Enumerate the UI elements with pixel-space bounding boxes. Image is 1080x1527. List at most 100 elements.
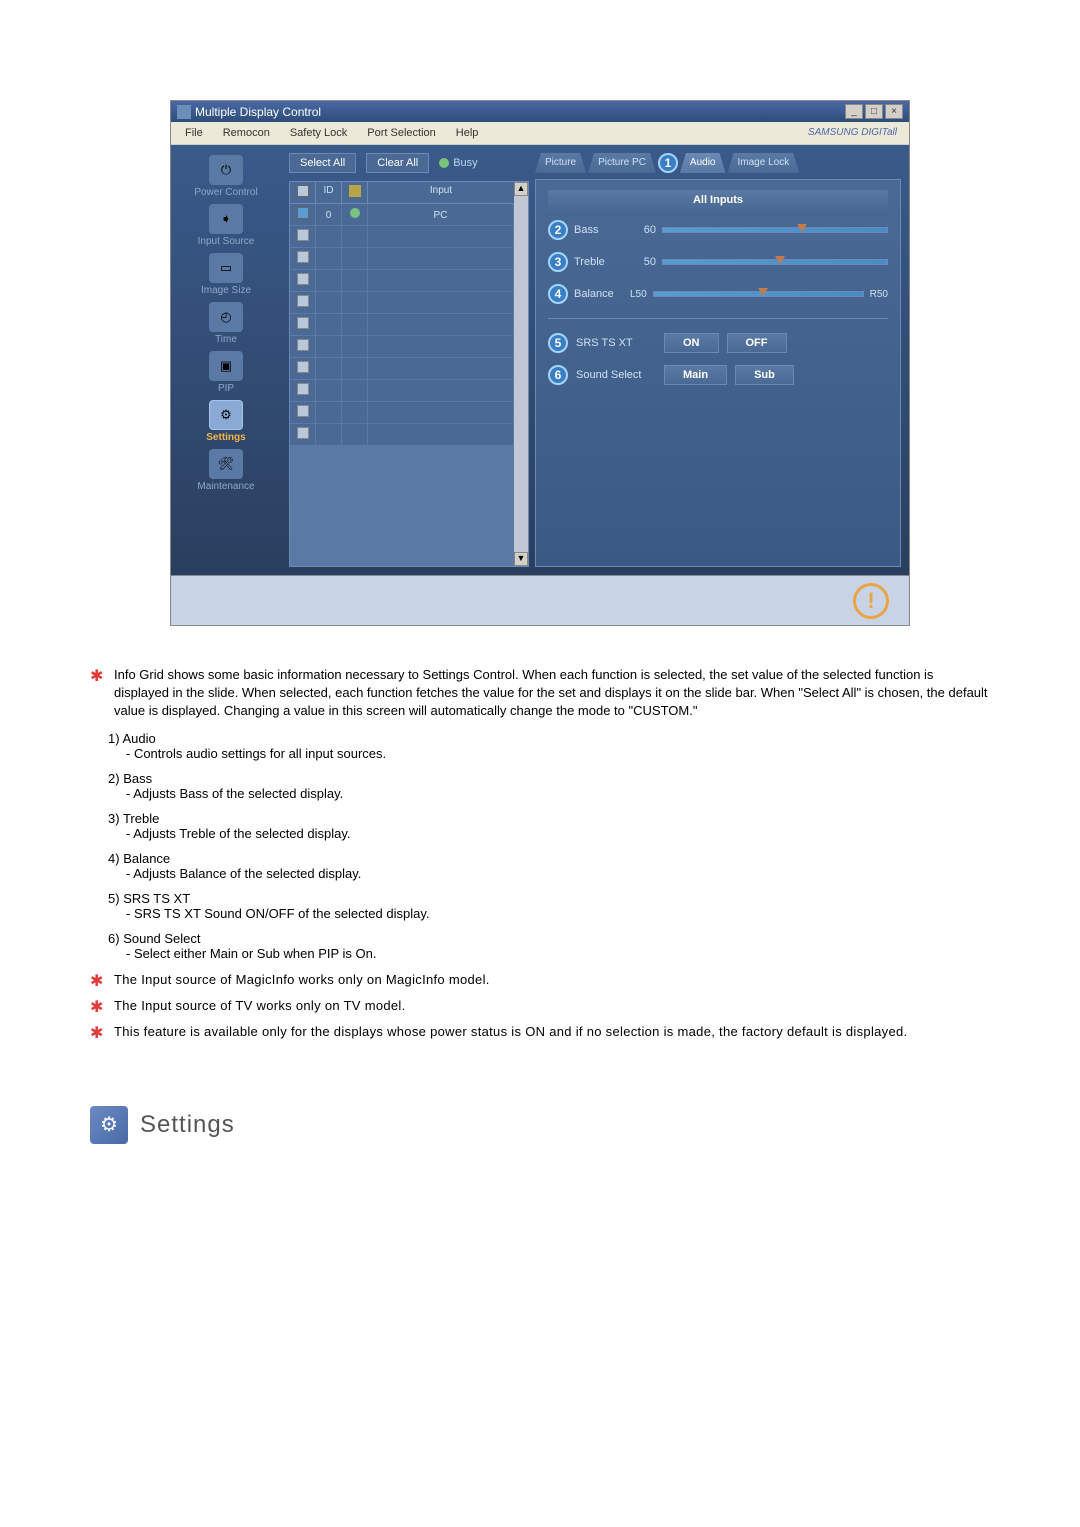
balance-slider[interactable]	[653, 291, 864, 297]
star-icon: ✱	[90, 1023, 106, 1045]
treble-slider[interactable]	[662, 259, 888, 265]
slider-marker-icon[interactable]	[797, 224, 807, 232]
sound-main-button[interactable]: Main	[664, 365, 727, 385]
sidebar-item-input-source[interactable]: ➧ Input Source	[175, 204, 277, 247]
size-icon: ▭	[209, 253, 243, 283]
sidebar-item-pip[interactable]: ▣ PIP	[175, 351, 277, 394]
list-item: 3) Treble - Adjusts Treble of the select…	[90, 811, 990, 841]
maximize-button[interactable]: □	[865, 104, 883, 119]
info-grid: ID Input 0 PC	[289, 181, 529, 567]
menu-help[interactable]: Help	[446, 124, 489, 142]
slider-marker-icon[interactable]	[775, 256, 785, 264]
list-item: 4) Balance - Adjusts Balance of the sele…	[90, 851, 990, 881]
grid-row[interactable]	[290, 226, 514, 248]
tab-picture-pc[interactable]: Picture PC	[588, 153, 656, 173]
grid-row[interactable]	[290, 402, 514, 424]
menu-safety-lock[interactable]: Safety Lock	[280, 124, 357, 142]
grid-row[interactable]	[290, 380, 514, 402]
grid-row[interactable]	[290, 248, 514, 270]
row-checkbox[interactable]	[297, 317, 309, 329]
status-dot-icon	[350, 208, 360, 218]
grid-row[interactable]	[290, 314, 514, 336]
input-header: Input	[368, 182, 514, 203]
slider-marker-icon[interactable]	[758, 288, 768, 296]
bass-value: 60	[630, 224, 656, 236]
maintenance-icon: 🛠	[209, 449, 243, 479]
sidebar-item-settings[interactable]: ⚙ Settings	[175, 400, 277, 443]
menu-file[interactable]: File	[175, 124, 213, 142]
scroll-down-button[interactable]: ▼	[514, 552, 528, 566]
scroll-track[interactable]	[514, 196, 528, 552]
row-checkbox[interactable]	[297, 339, 309, 351]
callout-5: 5	[548, 333, 568, 353]
srs-on-button[interactable]: ON	[664, 333, 719, 353]
callout-4: 4	[548, 284, 568, 304]
tab-picture[interactable]: Picture	[535, 153, 586, 173]
close-button[interactable]: ×	[885, 104, 903, 119]
app-icon	[177, 105, 191, 119]
sound-sub-button[interactable]: Sub	[735, 365, 794, 385]
window-controls: _ □ ×	[845, 104, 903, 119]
sidebar-item-time[interactable]: ◴ Time	[175, 302, 277, 345]
row-checkbox[interactable]	[297, 207, 309, 219]
list-item: 2) Bass - Adjusts Bass of the selected d…	[90, 771, 990, 801]
row-checkbox[interactable]	[297, 251, 309, 263]
clear-all-button[interactable]: Clear All	[366, 153, 429, 173]
tab-image-lock[interactable]: Image Lock	[728, 153, 800, 173]
treble-row: 3 Treble 50	[548, 252, 888, 272]
balance-label: Balance	[574, 288, 624, 300]
notes-section: ✱ Info Grid shows some basic information…	[90, 666, 990, 1046]
row-checkbox[interactable]	[297, 361, 309, 373]
list-item: 1) Audio - Controls audio settings for a…	[90, 731, 990, 761]
select-all-button[interactable]: Select All	[289, 153, 356, 173]
main-panel: Select All Clear All Busy ID	[281, 145, 909, 575]
footnote: The Input source of MagicInfo works only…	[114, 971, 990, 989]
power-icon: ⏻	[209, 155, 243, 185]
sidebar-item-image-size[interactable]: ▭ Image Size	[175, 253, 277, 296]
settings-section-icon: ⚙	[90, 1106, 128, 1144]
numbered-list: 1) Audio - Controls audio settings for a…	[90, 731, 990, 961]
busy-label: Busy	[453, 157, 477, 169]
list-item: 6) Sound Select - Select either Main or …	[90, 931, 990, 961]
row-checkbox[interactable]	[297, 295, 309, 307]
grid-scrollbar[interactable]: ▲ ▼	[514, 182, 528, 566]
srs-off-button[interactable]: OFF	[727, 333, 787, 353]
row-checkbox[interactable]	[297, 427, 309, 439]
action-row: Select All Clear All Busy	[289, 153, 529, 173]
tab-audio[interactable]: Audio	[680, 153, 726, 173]
intro-text: Info Grid shows some basic information n…	[114, 666, 990, 721]
all-inputs-header: All Inputs	[548, 190, 888, 210]
row-checkbox[interactable]	[297, 273, 309, 285]
row-checkbox[interactable]	[297, 229, 309, 241]
settings-icon: ⚙	[209, 400, 243, 430]
grid-row[interactable]	[290, 358, 514, 380]
bass-label: Bass	[574, 224, 624, 236]
grid-row[interactable]: 0 PC	[290, 204, 514, 226]
time-icon: ◴	[209, 302, 243, 332]
scroll-up-button[interactable]: ▲	[514, 182, 528, 196]
callout-6: 6	[548, 365, 568, 385]
balance-left: L50	[630, 289, 647, 300]
sidebar-label: Maintenance	[175, 481, 277, 492]
row-checkbox[interactable]	[297, 383, 309, 395]
bass-slider[interactable]	[662, 227, 888, 233]
grid-row[interactable]	[290, 292, 514, 314]
id-header: ID	[316, 182, 342, 203]
menu-remocon[interactable]: Remocon	[213, 124, 280, 142]
sidebar-label: Settings	[175, 432, 277, 443]
grid-row[interactable]	[290, 424, 514, 446]
menu-port-selection[interactable]: Port Selection	[357, 124, 445, 142]
sidebar-item-maintenance[interactable]: 🛠 Maintenance	[175, 449, 277, 492]
window-title: Multiple Display Control	[195, 105, 321, 119]
brand-logo: SAMSUNG DIGITall	[800, 124, 905, 142]
settings-column: Picture Picture PC 1 Audio Image Lock Al…	[535, 153, 901, 567]
srs-label: SRS TS XT	[576, 337, 656, 349]
footnote: The Input source of TV works only on TV …	[114, 997, 990, 1015]
row-checkbox[interactable]	[297, 405, 309, 417]
minimize-button[interactable]: _	[845, 104, 863, 119]
grid-row[interactable]	[290, 270, 514, 292]
grid-row[interactable]	[290, 336, 514, 358]
sidebar-item-power-control[interactable]: ⏻ Power Control	[175, 155, 277, 198]
status-header-icon	[349, 185, 361, 197]
balance-right: R50	[870, 289, 888, 300]
